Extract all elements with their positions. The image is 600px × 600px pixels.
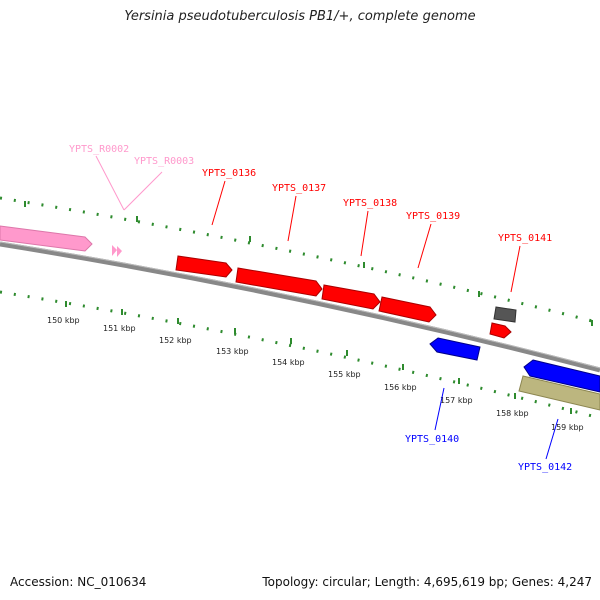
tick-label: 150 kbp (47, 316, 80, 325)
genome-summary-text: Topology: circular; Length: 4,695,619 bp… (262, 575, 592, 589)
cds-reverse-0140[interactable] (429, 337, 481, 361)
cds-forward-0139[interactable] (378, 296, 437, 323)
feature-gray[interactable] (493, 306, 517, 323)
tick-label: 157 kbp (440, 396, 473, 405)
tick-label: 155 kbp (328, 370, 361, 379)
genome-backbone (0, 241, 600, 373)
gene-label-0138[interactable]: YPTS_0138 (343, 198, 397, 209)
upper-tick-track (0, 196, 600, 325)
tick-label: 153 kbp (216, 347, 249, 356)
tick-label: 151 kbp (103, 324, 136, 333)
cds-forward-0138[interactable] (321, 284, 381, 310)
gene-label-0136[interactable]: YPTS_0136 (202, 168, 256, 179)
lower-tick-track (0, 290, 600, 420)
gene-label-R0002[interactable]: YPTS_R0002 (69, 144, 129, 155)
rna-feature-bar[interactable] (0, 225, 93, 252)
cds-forward-0136[interactable] (175, 255, 233, 278)
upper-major-ticks (24, 201, 593, 326)
tick-label: 156 kbp (384, 383, 417, 392)
gene-label-R0003[interactable]: YPTS_R0003 (134, 156, 194, 167)
tick-label: 154 kbp (272, 358, 305, 367)
cds-reverse-0142[interactable] (523, 359, 600, 393)
gene-label-0140[interactable]: YPTS_0140 (405, 434, 459, 445)
rna-feature-R0003[interactable] (117, 246, 122, 257)
tick-label: 152 kbp (159, 336, 192, 345)
rna-feature-R0002[interactable] (112, 245, 117, 256)
label-leaders (95, 155, 559, 460)
gene-label-0139[interactable]: YPTS_0139 (406, 211, 460, 222)
map-title: Yersinia pseudotuberculosis PB1/+, compl… (124, 9, 476, 24)
cds-forward-0137[interactable] (235, 267, 323, 297)
cds-forward-0141[interactable] (489, 322, 512, 339)
lower-major-ticks (65, 301, 572, 414)
feature-olive[interactable] (518, 375, 600, 411)
tick-label: 159 kbp (551, 423, 584, 432)
accession-text: Accession: NC_010634 (10, 575, 147, 589)
gene-label-0142[interactable]: YPTS_0142 (518, 462, 572, 473)
gene-label-0137[interactable]: YPTS_0137 (272, 183, 326, 194)
gene-label-0141[interactable]: YPTS_0141 (498, 233, 552, 244)
tick-label: 158 kbp (496, 409, 529, 418)
